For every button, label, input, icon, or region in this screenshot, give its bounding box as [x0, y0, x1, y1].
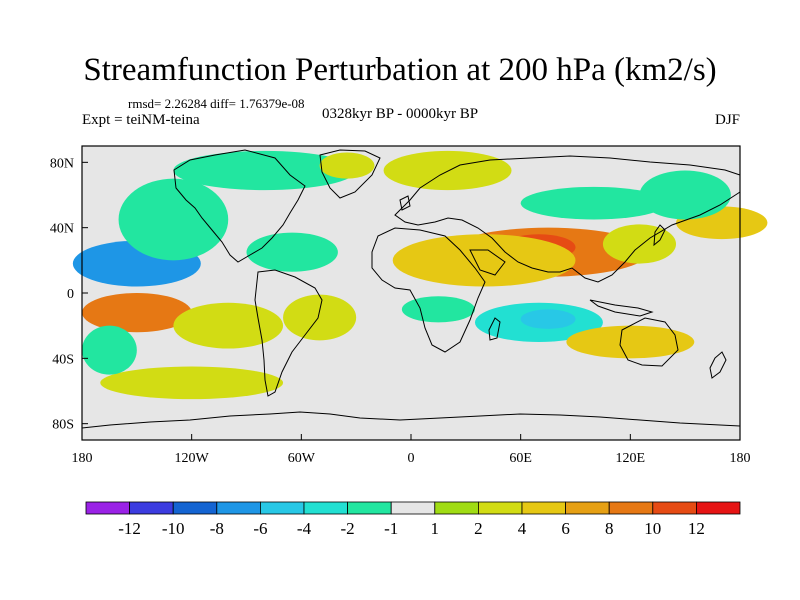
contour-feature-21: [82, 325, 137, 375]
colorbar-swatch: [521, 501, 566, 515]
coastline-british-isles: [399, 195, 411, 211]
experiment-label: Expt = teiNM-teina: [82, 112, 200, 128]
colorbar-swatch: [303, 501, 348, 515]
colorbar-swatch: [565, 501, 610, 515]
lon-tick-label: 180: [730, 451, 751, 466]
contour-feature-5: [520, 309, 576, 329]
lon-tick-label: 120W: [175, 451, 210, 466]
contour-feature-14: [246, 232, 338, 272]
lon-tick-label: 0: [408, 451, 415, 466]
colorbar-label: -8: [210, 519, 224, 538]
lon-tick-label: 60E: [509, 451, 532, 466]
colorbar-label: 10: [644, 519, 661, 538]
contour-feature-19: [100, 366, 284, 400]
coastline-madagascar: [488, 317, 501, 341]
coastline-australia: [619, 317, 679, 367]
colorbar-label: 1: [431, 519, 440, 538]
coastline-eurasia: [394, 155, 741, 283]
map-plot: 180 120W 60W 0 60E 120E 180 80N 40N 0 40S 80S: [50, 145, 768, 466]
coastlines: [81, 149, 741, 429]
contour-feature-6: [401, 296, 475, 323]
contour-feature-2: [392, 234, 576, 287]
colorbar-label: -4: [297, 519, 312, 538]
lat-tick-label: 40S: [52, 352, 74, 367]
contour-feature-12: [118, 178, 229, 261]
coastline-south-america: [254, 269, 323, 397]
contour-feature-15: [319, 152, 375, 179]
coastline-north-america: [173, 149, 306, 263]
colorbar-swatch: [434, 501, 479, 515]
colorbar-swatch: [608, 501, 654, 515]
lon-tick-label: 120E: [616, 451, 646, 466]
colorbar-label: 6: [561, 519, 570, 538]
rmsd-stats: rmsd= 2.26284 diff= 1.76379e-08: [128, 96, 305, 111]
colorbar-swatch: [390, 501, 436, 515]
colorbar-label: -12: [118, 519, 141, 538]
contour-feature-10: [520, 186, 667, 220]
colorbar-swatch: [85, 501, 130, 515]
lat-tick-label: 0: [67, 287, 74, 302]
contour-feature-9: [383, 150, 512, 191]
colorbar-label: 8: [605, 519, 614, 538]
contour-fields: [72, 150, 768, 400]
colorbar-swatch: [652, 501, 697, 515]
lat-tick-label: 80S: [52, 418, 74, 433]
colorbar-label: 12: [688, 519, 705, 538]
colorbar-swatch: [129, 501, 174, 515]
colorbar-label: -6: [253, 519, 267, 538]
colorbar-swatch: [696, 501, 741, 515]
contour-feature-17: [173, 302, 284, 349]
lon-tick-label: 60W: [288, 451, 316, 466]
colorbar-label: -2: [341, 519, 355, 538]
contour-feature-7: [566, 325, 695, 359]
coastline-japan: [653, 224, 666, 247]
plot-title: Streamfunction Perturbation at 200 hPa (…: [83, 52, 717, 88]
coastline-arabia: [469, 249, 506, 276]
coastline-antarctica: [81, 411, 741, 429]
contour-feature-18: [283, 294, 357, 341]
colorbar-swatch: [216, 501, 261, 515]
lon-tick-label: 180: [72, 451, 93, 466]
coastline-africa: [371, 227, 486, 353]
coastline-new-zealand: [709, 351, 727, 379]
colorbar-swatch: [172, 501, 218, 515]
lat-tick-label: 40N: [50, 222, 74, 237]
contour-feature-3: [602, 224, 677, 264]
axis-ticks: 180 120W 60W 0 60E 120E 180 80N 40N 0 40S 80S: [50, 156, 751, 466]
period-label: 0328kyr BP - 0000kyr BP: [322, 106, 479, 122]
colorbar-swatch: [259, 501, 305, 515]
colorbar-swatch: [347, 501, 392, 515]
contour-feature-16: [82, 293, 192, 333]
season-label: DJF: [714, 112, 740, 128]
colorbar-swatch: [477, 501, 523, 515]
colorbar-label: 4: [518, 519, 527, 538]
lat-tick-label: 80N: [50, 156, 74, 171]
colorbar: -12 -10 -8 -6 -4 -2 -1 1 2 4 6 8 10 12: [85, 501, 741, 538]
contour-feature-20: [639, 170, 731, 220]
colorbar-label: -1: [384, 519, 398, 538]
contour-feature-13: [173, 150, 357, 191]
coastline-greenland: [319, 149, 381, 199]
colorbar-label: 2: [474, 519, 483, 538]
coastline-indonesia: [589, 299, 654, 317]
colorbar-label: -10: [162, 519, 185, 538]
